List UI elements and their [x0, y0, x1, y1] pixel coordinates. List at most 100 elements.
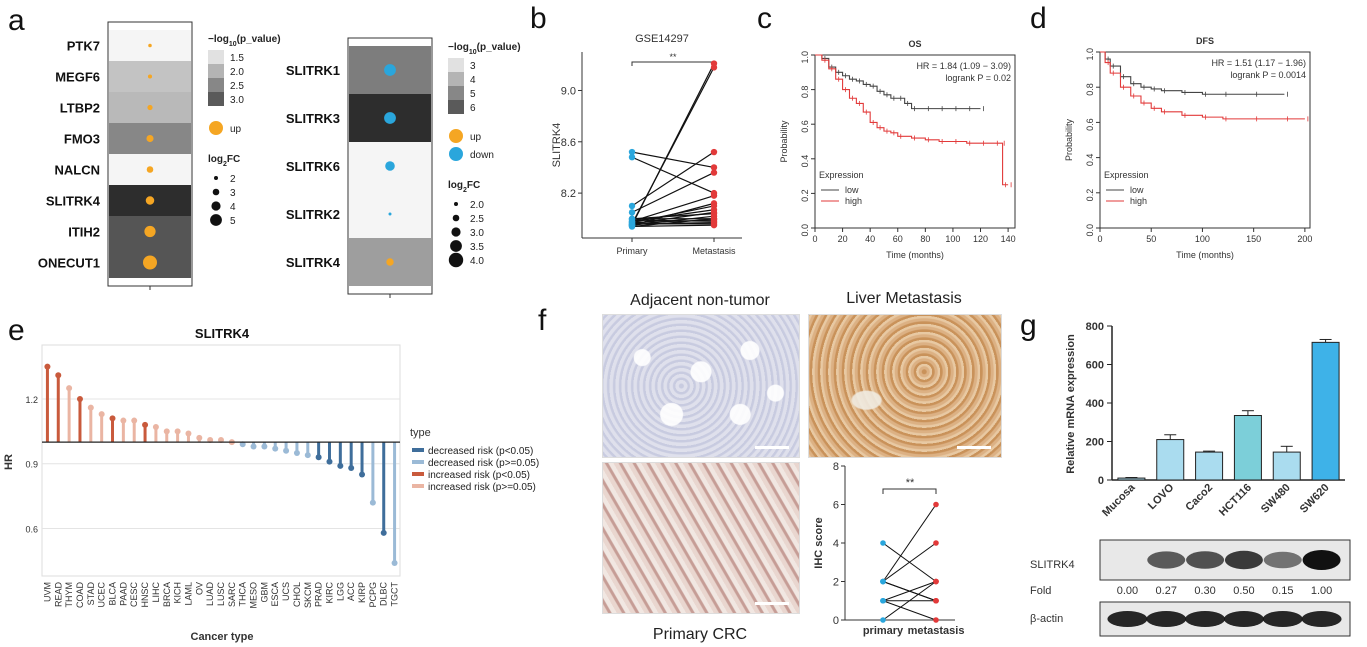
x-tick-label: LOVO [1146, 481, 1177, 512]
blot-band-loading [1301, 611, 1342, 627]
bar [1272, 451, 1301, 481]
x-tick-label: LGG [335, 582, 345, 601]
y-tick-label: 8.2 [561, 188, 576, 200]
gene-dot [147, 74, 153, 79]
x-tick-label: 0 [812, 234, 817, 244]
blot-band-loading [1185, 611, 1226, 627]
x-tick-label: THCA [238, 582, 248, 607]
x-tick-label: THYM [64, 582, 74, 608]
hr-text: HR = 1.84 (1.09 − 3.09) [916, 61, 1011, 71]
x-tick-label: metastasis [908, 625, 965, 637]
x-tick-label: Metastasis [692, 246, 736, 256]
y-tick-label: 0 [833, 615, 839, 627]
survival-curve-high [1100, 51, 1305, 120]
x-tick-label: KIRP [357, 582, 367, 603]
x-axis-label: Time (months) [1176, 250, 1234, 260]
legend-p-tick: 1.5 [230, 53, 244, 64]
pair-line [882, 600, 937, 621]
gene-label: SLITRK2 [286, 207, 340, 222]
x-tick-label: OV [194, 582, 204, 595]
chart-title: OS [908, 39, 921, 49]
lollipop-head [120, 417, 127, 424]
bar [1311, 341, 1340, 481]
x-tick-label: LUAD [205, 582, 215, 607]
legend-label: low [845, 185, 859, 195]
lollipop-head [315, 454, 322, 461]
x-tick-label: CESC [129, 582, 139, 608]
lollipop-head [283, 447, 290, 454]
legend-dir-dot [209, 121, 223, 135]
x-tick-label: BRCA [162, 582, 172, 607]
significance-label: ** [906, 477, 915, 489]
x-tick-label: PRAD [314, 582, 324, 608]
bar [1117, 477, 1146, 481]
x-tick-label: KIRC [324, 582, 334, 604]
y-tick-label: 0.2 [1085, 189, 1095, 202]
gene-label: ITIH2 [68, 225, 100, 240]
legend-label: high [845, 196, 862, 206]
x-tick-label: HNSC [140, 582, 150, 608]
legend-p-title-a: −log [208, 34, 229, 45]
x-tick-label: 100 [945, 234, 960, 244]
lollipop-head [98, 411, 105, 418]
legend-fc-b: FC [467, 180, 480, 191]
legend-p-tick: 2.0 [230, 67, 244, 78]
legend-fc-dot [211, 201, 221, 211]
legend-p-title-b: (p_value) [237, 34, 281, 45]
bar [1156, 439, 1185, 481]
lollipop-head [109, 415, 116, 422]
x-axis-label: Cancer type [191, 631, 254, 643]
legend-label: increased risk (p<0.05) [428, 470, 530, 481]
y-tick-label: 0.2 [800, 189, 810, 202]
legend-dir-dot [449, 147, 463, 161]
y-tick-label: 2 [833, 577, 839, 589]
gene-dot [143, 255, 157, 270]
lollipop-head [142, 421, 149, 428]
x-tick-label: KICH [173, 582, 183, 604]
pair-line [882, 581, 937, 602]
panel-a-right: SLITRK1 SLITRK3 SLITRK6 SLITRK2 SLITRK4 −log1… [286, 37, 521, 298]
lollipop-head [152, 424, 159, 431]
pair-line [631, 213, 715, 220]
primary-point [880, 597, 886, 604]
pair-line [631, 151, 715, 169]
gene-dot [146, 166, 154, 173]
y-tick-label: 0 [1098, 475, 1104, 487]
legend-fc-dot [212, 188, 220, 196]
blot-band-target [1302, 550, 1341, 570]
legend-fc-b: FC [227, 154, 240, 165]
lollipop-head [44, 363, 51, 370]
metastasis-point [710, 148, 718, 156]
gene-label: SLITRK6 [286, 159, 340, 174]
gene-label: SLITRK4 [46, 194, 101, 209]
x-tick-label: ESCA [270, 582, 280, 607]
x-tick-label: CHOL [292, 582, 302, 607]
significance-bracket [882, 488, 937, 494]
plot-panel [41, 344, 401, 577]
metastasis-point [933, 540, 939, 546]
primary-point [880, 617, 886, 623]
y-tick-label: 0.8 [1085, 83, 1095, 96]
x-tick-label: PAAD [118, 582, 128, 606]
y-tick-label: 0.6 [800, 120, 810, 133]
panel-label-c: c [757, 2, 772, 35]
lollipop-head [369, 499, 376, 506]
pair-line [631, 218, 715, 228]
legend-p-swatch [448, 72, 464, 86]
blot-band-target [1147, 551, 1186, 569]
lollipop-head [76, 395, 83, 402]
logrank-text: logrank P = 0.0014 [1230, 70, 1306, 80]
panel-f-ihc-score: IHC score 0 2 4 6 8 primary metastasis ** [813, 461, 964, 637]
legend-fc-tick: 3 [230, 188, 236, 199]
lollipop-head [359, 471, 366, 478]
x-tick-label: Caco2 [1183, 482, 1215, 514]
x-tick-label: BLCA [108, 582, 118, 606]
lollipop-head [337, 462, 344, 469]
pair-line [631, 67, 715, 225]
legend-p-swatch [208, 50, 224, 64]
legend-p-swatch [448, 100, 464, 114]
gene-dot [148, 43, 152, 48]
gene-label: SLITRK1 [286, 63, 340, 78]
y-tick-label: 400 [1086, 398, 1104, 410]
x-tick-label: SW620 [1298, 482, 1332, 516]
